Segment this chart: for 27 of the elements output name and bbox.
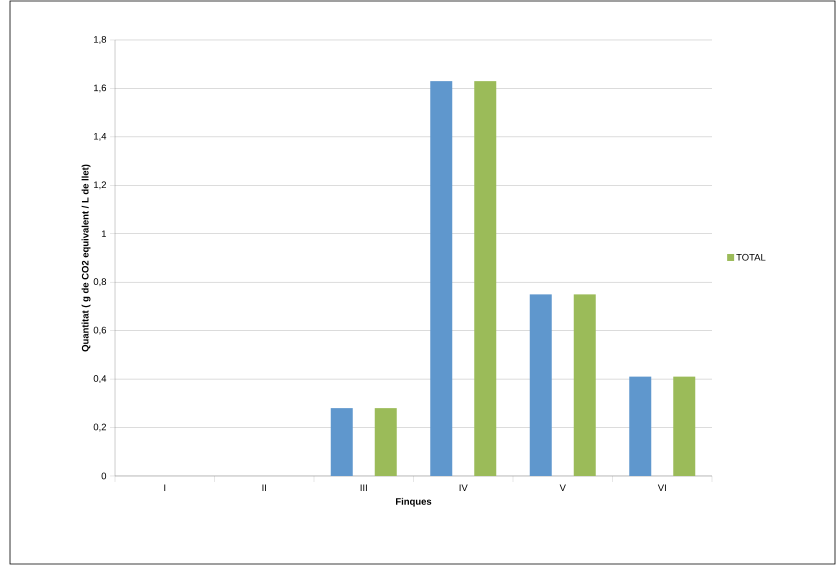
bar (430, 81, 452, 476)
y-tick-label: 1,6 (94, 84, 106, 92)
y-tick-label: 1,2 (94, 181, 106, 190)
bar (530, 294, 552, 476)
bar (574, 294, 596, 476)
bar (474, 81, 496, 476)
y-axis-title: Quantitat ( g de CO2 equivalent / L de llet) (82, 164, 90, 352)
bar (629, 376, 652, 476)
bar (330, 408, 353, 476)
legend-label: TOTAL (736, 254, 766, 261)
x-tick-label: III (360, 484, 367, 492)
x-tick-label: VI (658, 484, 666, 492)
bar (374, 408, 397, 476)
x-axis-title: Finques (396, 498, 432, 507)
y-tick-label: 1 (102, 230, 106, 238)
x-tick-label: V (560, 484, 566, 492)
y-tick-label: 0,6 (94, 326, 106, 335)
y-tick-label: 0,4 (94, 375, 106, 384)
x-tick-label: II (262, 484, 266, 492)
x-tick-label: IV (460, 484, 468, 492)
bar (673, 376, 696, 476)
y-tick-label: 1,4 (94, 133, 106, 141)
y-tick-label: 0 (102, 472, 106, 480)
y-tick-label: 0,8 (94, 278, 106, 286)
y-tick-label: 0,2 (94, 424, 106, 432)
x-tick-label: I (164, 484, 166, 492)
y-tick-label: 1,8 (94, 36, 106, 44)
